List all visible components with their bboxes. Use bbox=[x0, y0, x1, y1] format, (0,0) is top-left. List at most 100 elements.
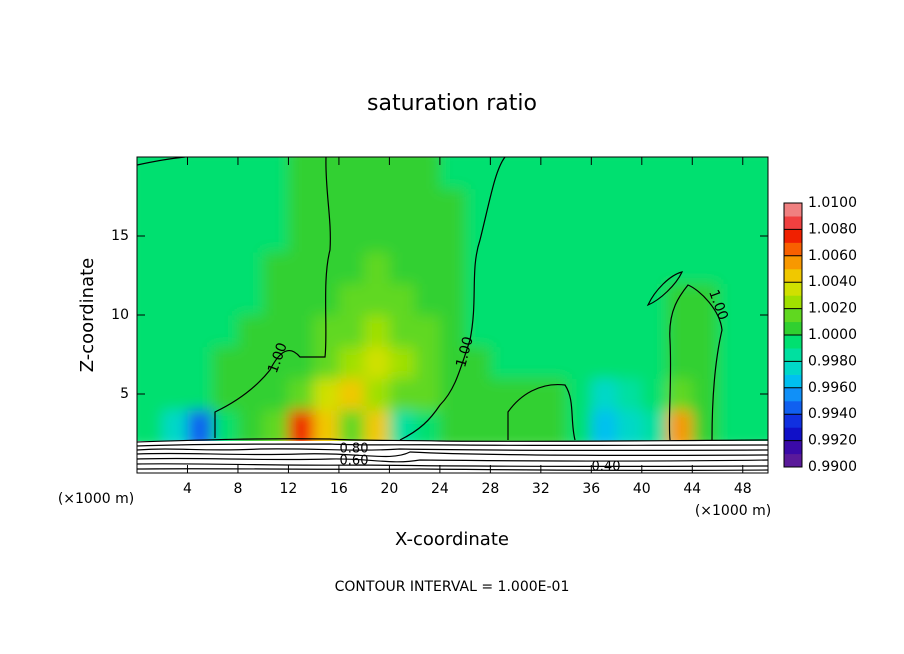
cell bbox=[313, 220, 340, 253]
cell bbox=[338, 378, 365, 411]
cell bbox=[288, 378, 315, 411]
cell bbox=[162, 188, 188, 221]
cell bbox=[742, 188, 768, 221]
colorbar-swatch bbox=[784, 414, 802, 428]
cell bbox=[137, 157, 163, 190]
contour-line bbox=[137, 443, 768, 447]
cell bbox=[692, 251, 719, 284]
contour-line bbox=[137, 463, 768, 468]
cell bbox=[389, 220, 416, 253]
cell bbox=[465, 378, 491, 411]
contour-line bbox=[507, 383, 576, 441]
cell bbox=[364, 220, 390, 253]
cell bbox=[187, 283, 214, 316]
colorbar-swatch bbox=[784, 427, 802, 441]
cell bbox=[667, 251, 693, 284]
cell bbox=[364, 283, 390, 316]
cell bbox=[465, 346, 491, 379]
cell bbox=[237, 251, 264, 284]
contour-line bbox=[137, 457, 768, 463]
cell bbox=[338, 346, 365, 379]
cell bbox=[439, 283, 466, 316]
x-tick-label: 12 bbox=[280, 481, 298, 497]
cell bbox=[717, 220, 744, 253]
cell bbox=[742, 346, 768, 379]
cell bbox=[692, 346, 719, 379]
cell bbox=[237, 315, 264, 348]
contour-line bbox=[399, 157, 506, 441]
cell bbox=[212, 315, 239, 348]
cell bbox=[414, 188, 441, 221]
cell bbox=[263, 220, 289, 253]
x-tick-label: 40 bbox=[633, 481, 651, 497]
cell bbox=[490, 283, 517, 316]
cell bbox=[313, 378, 340, 411]
cell bbox=[641, 220, 668, 253]
cell bbox=[288, 188, 315, 221]
cell bbox=[263, 283, 289, 316]
cell bbox=[540, 378, 567, 411]
cell bbox=[364, 188, 390, 221]
cell bbox=[465, 251, 491, 284]
x-tick-label: 20 bbox=[380, 481, 398, 497]
colorbar: 0.9900 0.9920 0.9940 0.9960 0.9980 1.0000 1.00… bbox=[783, 195, 857, 475]
cell bbox=[212, 251, 239, 284]
cell bbox=[667, 283, 693, 316]
cell bbox=[591, 346, 618, 379]
cell bbox=[389, 251, 416, 284]
cell bbox=[313, 188, 340, 221]
cell bbox=[566, 251, 592, 284]
cell bbox=[414, 251, 441, 284]
y-axis-label: Z-coordinate bbox=[77, 258, 98, 373]
cell bbox=[187, 251, 214, 284]
x-tick-label: 16 bbox=[330, 481, 348, 497]
cell bbox=[490, 346, 517, 379]
cell bbox=[237, 188, 264, 221]
cell bbox=[338, 220, 365, 253]
cell bbox=[742, 251, 768, 284]
cell bbox=[515, 220, 542, 253]
chart-title: saturation ratio bbox=[367, 91, 537, 116]
cell bbox=[591, 378, 618, 411]
cell bbox=[263, 378, 289, 411]
cell bbox=[162, 315, 188, 348]
cell bbox=[364, 315, 390, 348]
colorbar-swatch bbox=[784, 440, 802, 455]
colorbar-swatch bbox=[784, 361, 802, 375]
field bbox=[137, 157, 768, 450]
cell bbox=[288, 283, 315, 316]
cell bbox=[338, 315, 365, 348]
colorbar-swatch bbox=[784, 348, 802, 362]
cell bbox=[212, 220, 239, 253]
colorbar-tick-label: 1.0060 bbox=[808, 248, 857, 264]
cell bbox=[313, 346, 340, 379]
colorbar-tick-label: 0.9960 bbox=[808, 380, 857, 396]
cell bbox=[439, 251, 466, 284]
colorbar-tick-label: 0.9900 bbox=[808, 459, 857, 475]
cell bbox=[414, 346, 441, 379]
colorbar-tick-label: 1.0040 bbox=[808, 274, 857, 290]
x-tick-label: 8 bbox=[233, 481, 242, 497]
colorbar-swatch bbox=[784, 216, 802, 230]
cell bbox=[591, 315, 618, 348]
cell bbox=[490, 188, 517, 221]
cell bbox=[742, 315, 768, 348]
cell bbox=[313, 283, 340, 316]
cell bbox=[414, 220, 441, 253]
cell bbox=[313, 315, 340, 348]
cell bbox=[591, 188, 618, 221]
colorbar-swatch bbox=[784, 203, 802, 217]
cell bbox=[515, 188, 542, 221]
cell bbox=[162, 251, 188, 284]
cell bbox=[162, 346, 188, 379]
cell bbox=[465, 188, 491, 221]
contour-line bbox=[214, 157, 331, 438]
cell bbox=[288, 251, 315, 284]
cell bbox=[338, 188, 365, 221]
x-tick-label: 32 bbox=[532, 481, 550, 497]
cell bbox=[439, 188, 466, 221]
y-tick-label: 5 bbox=[120, 386, 129, 402]
cell bbox=[641, 315, 668, 348]
cell bbox=[616, 283, 643, 316]
colorbar-tick-label: 0.9920 bbox=[808, 433, 857, 449]
